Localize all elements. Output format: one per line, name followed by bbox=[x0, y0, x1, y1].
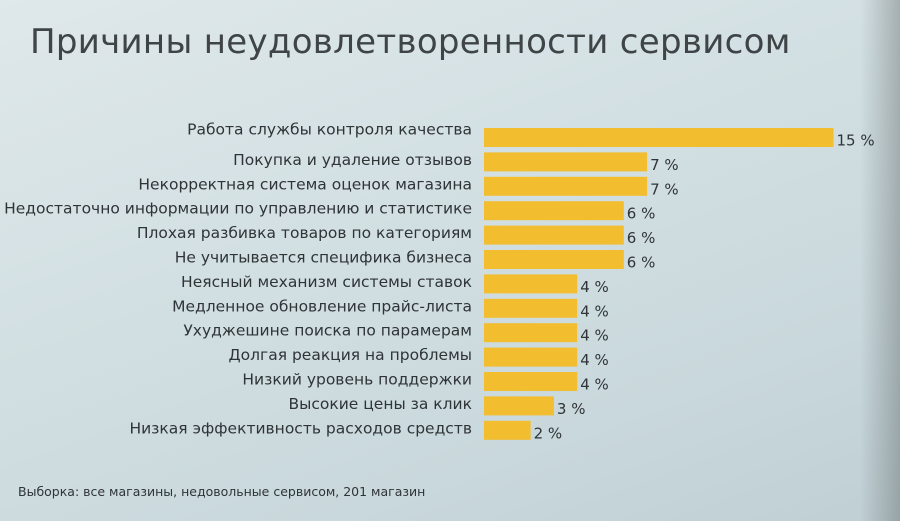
sample-footnote: Выборка: все магазины, недовольные серви… bbox=[18, 484, 426, 499]
category-label-13: Низкая эффективность расходов средств bbox=[129, 419, 472, 437]
category-label-3: Некорректная система оценок магазина bbox=[138, 175, 472, 193]
category-label-5: Плохая разбивка товаров по категориям bbox=[137, 224, 472, 242]
category-label-4: Недостаточно информации по управлению и … bbox=[4, 200, 472, 218]
bar-2 bbox=[484, 152, 648, 172]
category-label-9: Ухуджешине поиска по парамерам bbox=[183, 322, 472, 340]
bar-3 bbox=[484, 176, 648, 196]
bar-1 bbox=[484, 128, 834, 147]
bar-9 bbox=[484, 323, 578, 343]
bar-6 bbox=[484, 250, 624, 269]
bar-5 bbox=[484, 225, 624, 245]
bar-7 bbox=[484, 274, 578, 294]
chart-title: Причины неудовлетворенности сервисом bbox=[30, 22, 791, 62]
category-label-11: Низкий уровень поддержки bbox=[242, 371, 472, 389]
bar-13 bbox=[484, 420, 531, 440]
value-label-2: 7 % bbox=[650, 156, 679, 174]
category-label-10: Долгая реакция на проблемы bbox=[229, 346, 472, 364]
bar-12 bbox=[484, 396, 554, 416]
value-label-6: 6 % bbox=[627, 254, 656, 272]
value-label-3: 7 % bbox=[650, 180, 679, 198]
bar-10 bbox=[484, 347, 578, 367]
value-label-9: 4 % bbox=[580, 327, 609, 345]
category-label-2: Покупка и удаление отзывов bbox=[233, 151, 472, 169]
value-label-12: 3 % bbox=[557, 400, 586, 418]
value-label-8: 4 % bbox=[580, 302, 609, 320]
bar-4 bbox=[484, 201, 624, 221]
value-label-5: 6 % bbox=[627, 229, 656, 247]
category-label-7: Неясный механизм системы ставок bbox=[181, 273, 472, 291]
value-label-10: 4 % bbox=[580, 351, 609, 369]
value-label-1: 15 % bbox=[837, 132, 875, 150]
bar-8 bbox=[484, 298, 578, 318]
value-label-11: 4 % bbox=[580, 376, 609, 394]
category-label-12: Высокие цены за клик bbox=[288, 395, 472, 413]
category-label-8: Медленное обновление прайс-листа bbox=[172, 297, 472, 315]
category-label-1: Работа службы контроля качества bbox=[187, 121, 472, 139]
category-label-6: Не учитывается специфика бизнеса bbox=[175, 249, 472, 267]
bar-11 bbox=[484, 372, 578, 391]
value-label-13: 2 % bbox=[534, 424, 563, 442]
value-label-4: 6 % bbox=[627, 205, 656, 223]
value-label-7: 4 % bbox=[580, 278, 609, 296]
